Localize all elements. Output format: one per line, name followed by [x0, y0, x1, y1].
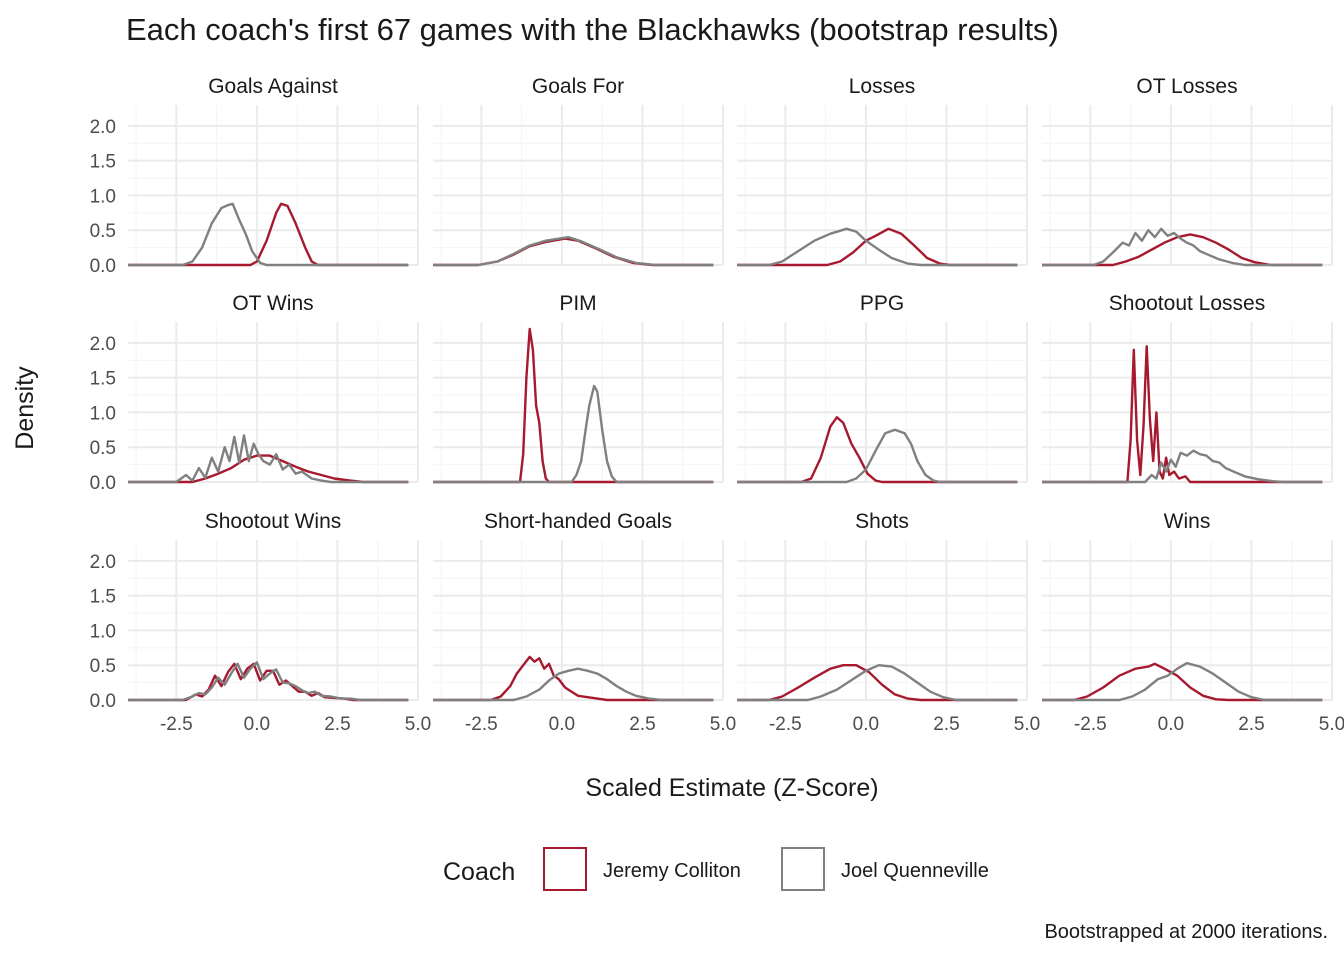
- x-tick-label: 0.0: [244, 714, 270, 735]
- density-line-quenneville-pim: [433, 384, 714, 484]
- density-line-colliton-shootout-losses: [1042, 345, 1323, 484]
- density-line-quenneville-wins: [1042, 661, 1323, 702]
- x-tick-label: 2.5: [1238, 714, 1264, 735]
- facet-label-shootout-losses: Shootout Losses: [1109, 292, 1265, 315]
- panel-goals-against: Goals Against 0.0 0.5 1.0 1.5 2.0: [90, 75, 419, 277]
- panel-pim: PIM: [433, 292, 724, 484]
- density-line-quenneville-short-handed-goals: [433, 667, 714, 702]
- facet-label-ppg: PPG: [860, 292, 904, 315]
- x-tick-label: 5.0: [1319, 714, 1344, 735]
- panel-wins: Wins -2.5 0.0 2.5 5.0: [1042, 510, 1344, 735]
- x-tick-label: 0.0: [1158, 714, 1184, 735]
- density-line-colliton-pim: [433, 327, 714, 484]
- facet-label-ot-wins: OT Wins: [232, 292, 313, 315]
- panel-goals-for: Goals For: [433, 75, 724, 267]
- facet-label-goals-against: Goals Against: [208, 75, 338, 98]
- density-line-colliton-wins: [1042, 662, 1323, 702]
- y-tick-label: 1.0: [90, 403, 116, 424]
- density-line-quenneville-ot-wins: [128, 434, 409, 484]
- density-line-quenneville-shootout-wins: [128, 661, 409, 702]
- y-tick-label: 0.0: [90, 473, 116, 494]
- x-tick-label: 5.0: [1014, 714, 1040, 735]
- density-line-quenneville-losses: [737, 227, 1018, 267]
- facet-panels: Goals Against 0.0 0.5 1.0 1.5 2.0 Goals For Los…: [90, 75, 1344, 735]
- y-tick-label: 2.0: [90, 552, 116, 573]
- facet-label-losses: Losses: [849, 75, 916, 98]
- x-tick-label: 5.0: [405, 714, 431, 735]
- facet-label-pim: PIM: [559, 292, 596, 315]
- legend: Coach Jeremy Colliton Joel Quenneville: [443, 847, 989, 891]
- facet-label-goals-for: Goals For: [532, 75, 624, 98]
- facet-label-short-handed-goals: Short-handed Goals: [484, 510, 672, 533]
- legend-label-colliton: Jeremy Colliton: [603, 860, 741, 882]
- y-tick-label: 0.5: [90, 438, 116, 459]
- facet-label-shootout-wins: Shootout Wins: [205, 510, 342, 533]
- y-tick-label: 2.0: [90, 334, 116, 355]
- panel-short-handed-goals: Short-handed Goals -2.5 0.0 2.5 5.0: [433, 510, 736, 735]
- legend-key-quenneville: [781, 847, 825, 891]
- x-tick-label: 2.5: [629, 714, 655, 735]
- panel-ppg: PPG: [737, 292, 1028, 484]
- density-line-colliton-ppg: [737, 416, 1018, 484]
- density-line-quenneville-shootout-losses: [1042, 449, 1323, 484]
- panel-shootout-wins: Shootout Wins 0.0 0.5 1.0 1.5 2.0 -2.5 0.0 2.5 5.…: [90, 510, 432, 735]
- facet-label-wins: Wins: [1164, 510, 1211, 533]
- density-line-quenneville-shots: [737, 664, 1018, 702]
- x-tick-label: 5.0: [710, 714, 736, 735]
- y-axis-title: Density: [11, 366, 39, 450]
- x-tick-label: 0.0: [549, 714, 575, 735]
- facet-label-shots: Shots: [855, 510, 909, 533]
- facet-label-ot-losses: OT Losses: [1136, 75, 1237, 98]
- legend-label-quenneville: Joel Quenneville: [841, 860, 989, 882]
- density-line-quenneville-ot-losses: [1042, 227, 1323, 267]
- density-line-quenneville-goals-against: [128, 202, 409, 267]
- density-line-quenneville-goals-for: [433, 236, 714, 267]
- y-tick-label: 2.0: [90, 117, 116, 138]
- x-tick-label: 2.5: [324, 714, 350, 735]
- y-tick-label: 0.0: [90, 691, 116, 712]
- x-tick-label: -2.5: [1074, 714, 1107, 735]
- y-tick-label: 1.0: [90, 186, 116, 207]
- legend-key-colliton: [543, 847, 587, 891]
- density-line-colliton-shots: [737, 664, 1018, 702]
- panel-shots: Shots -2.5 0.0 2.5 5.0: [737, 510, 1040, 735]
- x-tick-label: -2.5: [160, 714, 193, 735]
- y-tick-label: 1.5: [90, 152, 116, 173]
- density-line-colliton-goals-against: [128, 202, 409, 267]
- density-line-colliton-short-handed-goals: [433, 655, 714, 702]
- x-tick-label: 2.5: [933, 714, 959, 735]
- density-line-colliton-losses: [737, 227, 1018, 267]
- legend-title: Coach: [443, 858, 515, 886]
- density-line-quenneville-ppg: [737, 428, 1018, 484]
- y-tick-label: 0.5: [90, 656, 116, 677]
- panel-losses: Losses: [737, 75, 1028, 267]
- panel-ot-wins: OT Wins 0.0 0.5 1.0 1.5 2.0: [90, 292, 419, 494]
- x-tick-label: 0.0: [853, 714, 879, 735]
- x-tick-label: -2.5: [769, 714, 802, 735]
- chart-caption: Bootstrapped at 2000 iterations.: [1044, 921, 1328, 943]
- y-tick-label: 0.0: [90, 256, 116, 277]
- panel-shootout-losses: Shootout Losses: [1042, 292, 1333, 484]
- density-line-colliton-ot-losses: [1042, 233, 1323, 267]
- y-tick-label: 0.5: [90, 221, 116, 242]
- chart-title: Each coach's first 67 games with the Bla…: [126, 12, 1059, 47]
- y-tick-label: 1.5: [90, 587, 116, 608]
- x-axis-title: Scaled Estimate (Z-Score): [585, 774, 878, 802]
- density-line-colliton-shootout-wins: [128, 662, 409, 702]
- density-line-colliton-goals-for: [433, 237, 714, 267]
- y-tick-label: 1.5: [90, 369, 116, 390]
- panel-ot-losses: OT Losses: [1042, 75, 1333, 267]
- density-line-colliton-ot-wins: [128, 454, 409, 484]
- x-tick-label: -2.5: [465, 714, 498, 735]
- y-tick-label: 1.0: [90, 621, 116, 642]
